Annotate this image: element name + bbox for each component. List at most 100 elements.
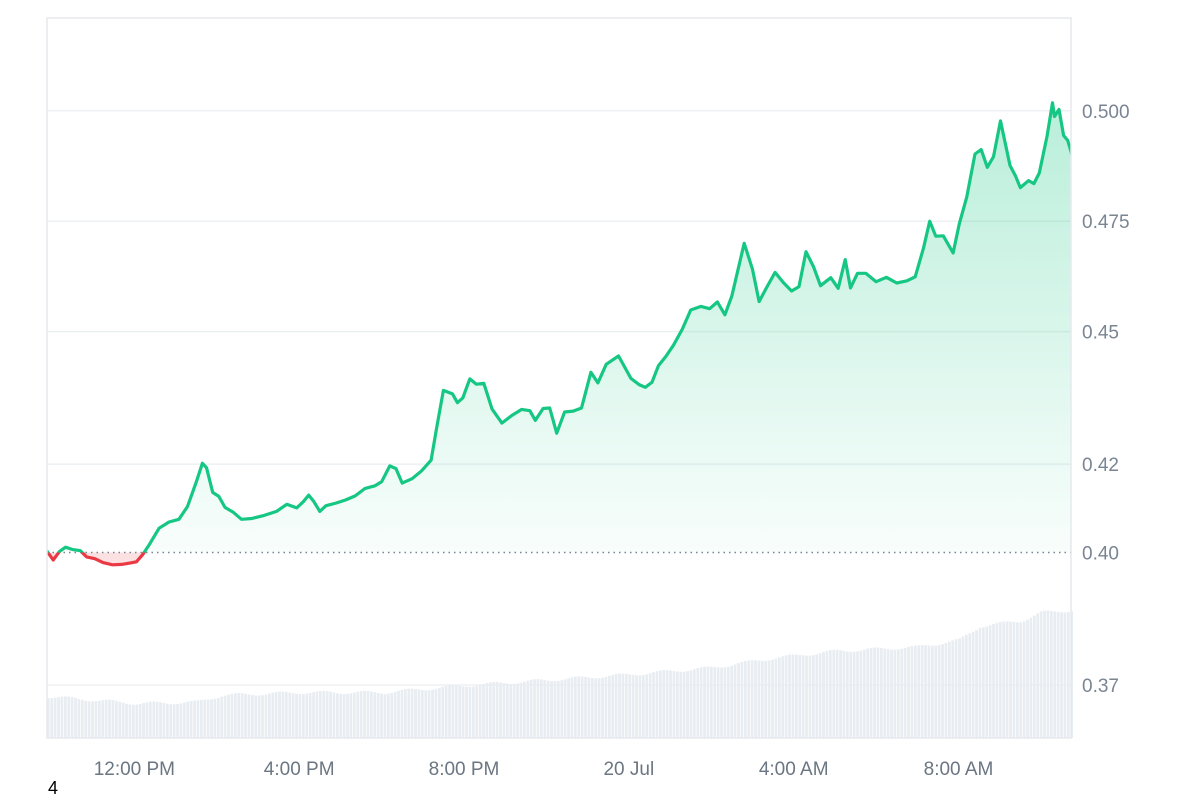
volume-bar bbox=[648, 673, 652, 738]
volume-bar bbox=[869, 647, 873, 738]
volume-bar bbox=[431, 689, 434, 738]
volume-bar bbox=[975, 630, 978, 738]
volume-bar bbox=[142, 703, 145, 738]
volume-bar bbox=[1033, 615, 1036, 738]
y-tick-label: 0.42 bbox=[1082, 455, 1119, 476]
volume-bar bbox=[968, 633, 972, 738]
volume-bar bbox=[502, 683, 506, 738]
volume-bar bbox=[159, 702, 162, 738]
volume-bar bbox=[77, 699, 81, 738]
volume-bar bbox=[94, 701, 98, 738]
volume-bar bbox=[1022, 621, 1026, 738]
volume-bar bbox=[849, 651, 853, 738]
volume-bar bbox=[863, 649, 866, 738]
volume-bar bbox=[540, 679, 543, 738]
volume-bar bbox=[710, 666, 713, 738]
volume-bar bbox=[999, 621, 1002, 738]
volume-bar bbox=[971, 631, 975, 738]
volume-bar bbox=[288, 692, 292, 738]
volume-bar bbox=[210, 699, 213, 738]
volume-bar bbox=[931, 645, 934, 738]
volume-bar bbox=[601, 677, 604, 738]
volume-bar bbox=[757, 660, 761, 738]
volume-bar bbox=[716, 667, 720, 738]
volume-bar bbox=[536, 679, 540, 738]
volume-bar bbox=[771, 659, 774, 738]
volume-bar bbox=[880, 647, 883, 738]
volume-bar bbox=[441, 686, 445, 738]
plot-border bbox=[46, 17, 1072, 739]
volume-bar bbox=[550, 681, 553, 738]
volume-bar bbox=[577, 676, 581, 738]
volume-bar bbox=[778, 657, 781, 738]
volume-bar bbox=[271, 692, 275, 738]
volume-bar bbox=[346, 693, 349, 738]
volume-bar bbox=[264, 694, 268, 738]
volume-bar bbox=[1036, 613, 1040, 738]
volume-bar bbox=[988, 625, 992, 738]
volume-bar bbox=[305, 693, 309, 738]
volume-bar bbox=[149, 701, 152, 738]
x-tick-label: 8:00 AM bbox=[924, 759, 994, 780]
volume-bar bbox=[407, 688, 411, 738]
volume-bar bbox=[642, 674, 645, 738]
volume-bar bbox=[570, 677, 574, 738]
volume-bar bbox=[812, 655, 815, 738]
volume-bar bbox=[495, 682, 499, 738]
volume-bar bbox=[380, 693, 383, 738]
volume-bar bbox=[166, 703, 169, 738]
volume-bar bbox=[631, 674, 635, 738]
volume-bar bbox=[839, 650, 842, 738]
volume-bar bbox=[638, 675, 642, 738]
volume-bar bbox=[400, 689, 404, 738]
volume-bar bbox=[563, 679, 567, 738]
volume-bar bbox=[1060, 612, 1063, 738]
volume-bar bbox=[434, 688, 438, 738]
volume-bar bbox=[458, 685, 462, 738]
volume-bar bbox=[1043, 610, 1046, 738]
volume-bar bbox=[835, 649, 839, 738]
volume-bar bbox=[424, 690, 428, 738]
volume-bar bbox=[917, 645, 921, 738]
volume-bar bbox=[217, 697, 220, 738]
volume-bar bbox=[706, 666, 710, 738]
volume-bar bbox=[468, 686, 472, 738]
volume-bar bbox=[240, 693, 244, 738]
volume-bar bbox=[584, 676, 587, 738]
volume-bar bbox=[332, 692, 336, 738]
volume-bar bbox=[414, 689, 417, 738]
volume-bar bbox=[186, 701, 190, 738]
volume-bar bbox=[754, 660, 757, 738]
volume-bar bbox=[492, 682, 496, 738]
volume-bar bbox=[1019, 622, 1023, 738]
volume-bar bbox=[924, 645, 927, 738]
volume-bar bbox=[614, 674, 618, 738]
volume-bar bbox=[512, 683, 516, 738]
volume-bar bbox=[723, 667, 727, 738]
volume-bar bbox=[108, 699, 111, 738]
volume-bar bbox=[404, 689, 407, 738]
volume-bar bbox=[70, 697, 74, 738]
volume-bar bbox=[591, 678, 594, 738]
volume-bar bbox=[342, 694, 346, 738]
volume-bar bbox=[900, 648, 904, 738]
volume-bar bbox=[720, 667, 723, 738]
x-tick-label: 8:00 PM bbox=[429, 759, 500, 780]
volume-bar bbox=[295, 693, 298, 738]
volume-bar bbox=[635, 675, 638, 738]
footnote: 4 bbox=[48, 778, 59, 798]
volume-bar bbox=[145, 702, 149, 738]
volume-bar bbox=[278, 691, 281, 738]
volume-bar bbox=[376, 692, 380, 738]
volume-bar bbox=[67, 696, 71, 738]
volume-bar bbox=[281, 691, 285, 738]
volume-bar bbox=[356, 691, 360, 738]
volume-bar bbox=[298, 694, 302, 738]
volume-bar bbox=[315, 691, 319, 738]
volume-bar bbox=[580, 676, 584, 738]
volume-bar bbox=[808, 655, 812, 738]
volume-bar bbox=[213, 698, 217, 738]
volume-bar bbox=[427, 690, 431, 738]
volume-bar bbox=[995, 622, 999, 738]
volume-bar bbox=[81, 700, 84, 738]
